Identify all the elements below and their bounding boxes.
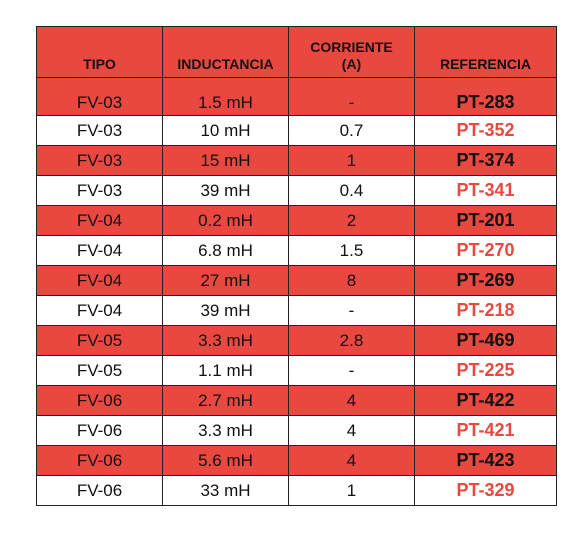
cell-tipo: FV-06 [36,415,163,446]
table-row: FV-06 3.3 mH 4 PT-421 [36,415,557,446]
cell-tipo: FV-03 [36,77,163,116]
cell-corriente: 0.7 [288,115,415,146]
inductor-table: TIPO INDUCTANCIA CORRIENTE (A) REFERENCI… [36,26,557,506]
cell-inductancia: 5.6 mH [162,445,289,476]
table-row: FV-06 5.6 mH 4 PT-423 [36,445,557,476]
cell-tipo: FV-06 [36,385,163,416]
cell-tipo: FV-04 [36,265,163,296]
cell-corriente: 4 [288,415,415,446]
cell-corriente: 4 [288,445,415,476]
header-row: TIPO INDUCTANCIA CORRIENTE (A) REFERENCI… [36,26,557,78]
table-row: FV-06 33 mH 1 PT-329 [36,475,557,506]
cell-referencia: PT-423 [414,445,557,476]
cell-corriente: 0.4 [288,175,415,206]
cell-inductancia: 6.8 mH [162,235,289,266]
table-body: FV-03 1.5 mH - PT-283 FV-03 10 mH 0.7 PT-352 FV-… [36,77,557,506]
table-row: FV-04 0.2 mH 2 PT-201 [36,205,557,236]
cell-inductancia: 15 mH [162,145,289,176]
cell-referencia: PT-341 [414,175,557,206]
cell-corriente: 2 [288,205,415,236]
table-row: FV-03 15 mH 1 PT-374 [36,145,557,176]
cell-corriente: 1 [288,145,415,176]
header-corriente-line1: CORRIENTE [310,39,393,55]
cell-referencia: PT-225 [414,355,557,386]
cell-referencia: PT-421 [414,415,557,446]
cell-referencia: PT-269 [414,265,557,296]
cell-inductancia: 33 mH [162,475,289,506]
cell-inductancia: 39 mH [162,295,289,326]
cell-inductancia: 10 mH [162,115,289,146]
cell-referencia: PT-218 [414,295,557,326]
cell-referencia: PT-374 [414,145,557,176]
table-row: FV-04 27 mH 8 PT-269 [36,265,557,296]
cell-inductancia: 2.7 mH [162,385,289,416]
cell-tipo: FV-05 [36,355,163,386]
cell-tipo: FV-04 [36,235,163,266]
table-row: FV-05 1.1 mH - PT-225 [36,355,557,386]
cell-corriente: 2.8 [288,325,415,356]
header-referencia: REFERENCIA [414,26,557,78]
table-row: FV-05 3.3 mH 2.8 PT-469 [36,325,557,356]
cell-tipo: FV-03 [36,175,163,206]
cell-tipo: FV-03 [36,145,163,176]
cell-inductancia: 1.5 mH [162,77,289,116]
cell-corriente: - [288,355,415,386]
cell-referencia: PT-352 [414,115,557,146]
cell-referencia: PT-201 [414,205,557,236]
cell-corriente: 8 [288,265,415,296]
header-tipo: TIPO [36,26,163,78]
table-row: FV-06 2.7 mH 4 PT-422 [36,385,557,416]
table-row: FV-04 39 mH - PT-218 [36,295,557,326]
header-corriente: CORRIENTE (A) [288,26,415,78]
cell-referencia: PT-270 [414,235,557,266]
cell-inductancia: 39 mH [162,175,289,206]
cell-inductancia: 3.3 mH [162,415,289,446]
cell-referencia: PT-283 [414,77,557,116]
cell-corriente: - [288,295,415,326]
header-inductancia: INDUCTANCIA [162,26,289,78]
table-row: FV-04 6.8 mH 1.5 PT-270 [36,235,557,266]
cell-tipo: FV-05 [36,325,163,356]
inductor-table-container: TIPO INDUCTANCIA CORRIENTE (A) REFERENCI… [36,26,557,506]
cell-inductancia: 3.3 mH [162,325,289,356]
table-row: FV-03 1.5 mH - PT-283 [36,77,557,116]
cell-referencia: PT-469 [414,325,557,356]
cell-inductancia: 27 mH [162,265,289,296]
table-row: FV-03 39 mH 0.4 PT-341 [36,175,557,206]
cell-referencia: PT-422 [414,385,557,416]
cell-tipo: FV-06 [36,445,163,476]
cell-tipo: FV-04 [36,205,163,236]
cell-corriente: - [288,77,415,116]
cell-corriente: 1.5 [288,235,415,266]
cell-tipo: FV-04 [36,295,163,326]
cell-tipo: FV-03 [36,115,163,146]
cell-corriente: 4 [288,385,415,416]
header-corriente-line2: (A) [341,56,362,72]
cell-tipo: FV-06 [36,475,163,506]
cell-inductancia: 1.1 mH [162,355,289,386]
cell-referencia: PT-329 [414,475,557,506]
cell-inductancia: 0.2 mH [162,205,289,236]
cell-corriente: 1 [288,475,415,506]
table-row: FV-03 10 mH 0.7 PT-352 [36,115,557,146]
table-header: TIPO INDUCTANCIA CORRIENTE (A) REFERENCI… [36,26,557,78]
